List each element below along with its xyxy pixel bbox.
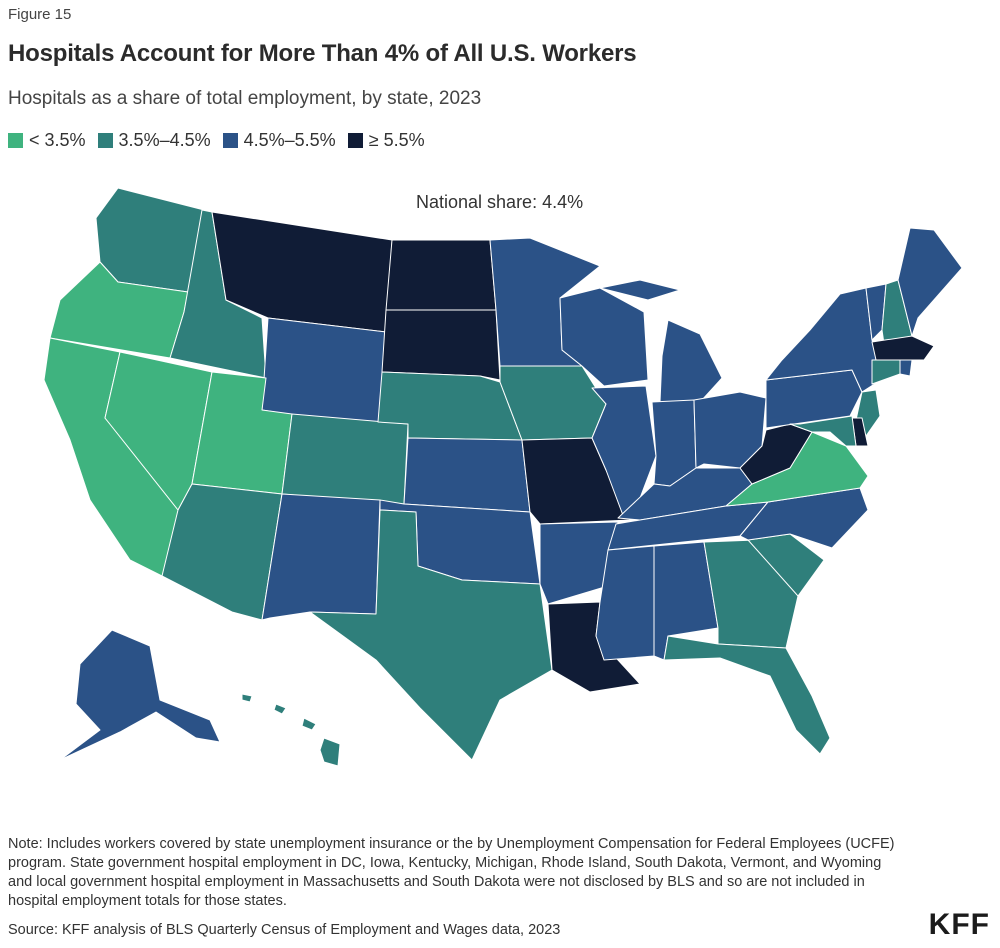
state-CT[interactable] bbox=[871, 359, 901, 385]
kff-logo: KFF bbox=[928, 908, 990, 941]
chart-subtitle: Hospitals as a share of total employment… bbox=[8, 88, 482, 109]
state-MD[interactable] bbox=[789, 415, 857, 447]
legend-swatch bbox=[8, 133, 23, 148]
state-AR[interactable] bbox=[539, 521, 619, 605]
legend-item-4-5-5-5: 4.5%–5.5% bbox=[222, 130, 336, 151]
legend-item-lt-3-5: < 3.5% bbox=[8, 130, 86, 151]
legend-label: 3.5%–4.5% bbox=[118, 130, 211, 150]
legend-label: < 3.5% bbox=[29, 130, 86, 150]
state-RI[interactable] bbox=[899, 359, 913, 377]
legend-label: ≥ 5.5% bbox=[368, 130, 425, 150]
state-AK[interactable] bbox=[59, 629, 221, 761]
state-ND[interactable] bbox=[385, 239, 497, 311]
legend: < 3.5% 3.5%–4.5% 4.5%–5.5% ≥ 5.5% bbox=[8, 130, 437, 151]
figure-label: Figure 15 bbox=[8, 6, 72, 23]
legend-item-3-5-4-5: 3.5%–4.5% bbox=[97, 130, 211, 151]
legend-swatch bbox=[97, 133, 113, 148]
state-NM[interactable] bbox=[261, 493, 381, 621]
state-CO[interactable] bbox=[281, 413, 409, 505]
state-TX[interactable] bbox=[309, 509, 553, 761]
state-FL[interactable] bbox=[663, 635, 831, 755]
legend-item-gte-5-5: ≥ 5.5% bbox=[347, 130, 425, 151]
us-map bbox=[43, 187, 963, 767]
footnote: Note: Includes workers covered by state … bbox=[8, 836, 895, 909]
state-HI[interactable] bbox=[241, 693, 341, 767]
legend-label: 4.5%–5.5% bbox=[243, 130, 336, 150]
source-line: Source: KFF analysis of BLS Quarterly Ce… bbox=[8, 922, 561, 938]
legend-swatch bbox=[222, 133, 238, 148]
state-KS[interactable] bbox=[403, 437, 531, 513]
state-SD[interactable] bbox=[381, 309, 501, 381]
state-WY[interactable] bbox=[261, 317, 387, 429]
state-ME[interactable] bbox=[897, 227, 963, 337]
chart-title: Hospitals Account for More Than 4% of Al… bbox=[8, 40, 637, 67]
national-share-annotation: National share: 4.4% bbox=[416, 192, 584, 212]
state-WI[interactable] bbox=[559, 287, 649, 387]
legend-swatch bbox=[347, 133, 363, 148]
state-MA[interactable] bbox=[871, 335, 935, 361]
